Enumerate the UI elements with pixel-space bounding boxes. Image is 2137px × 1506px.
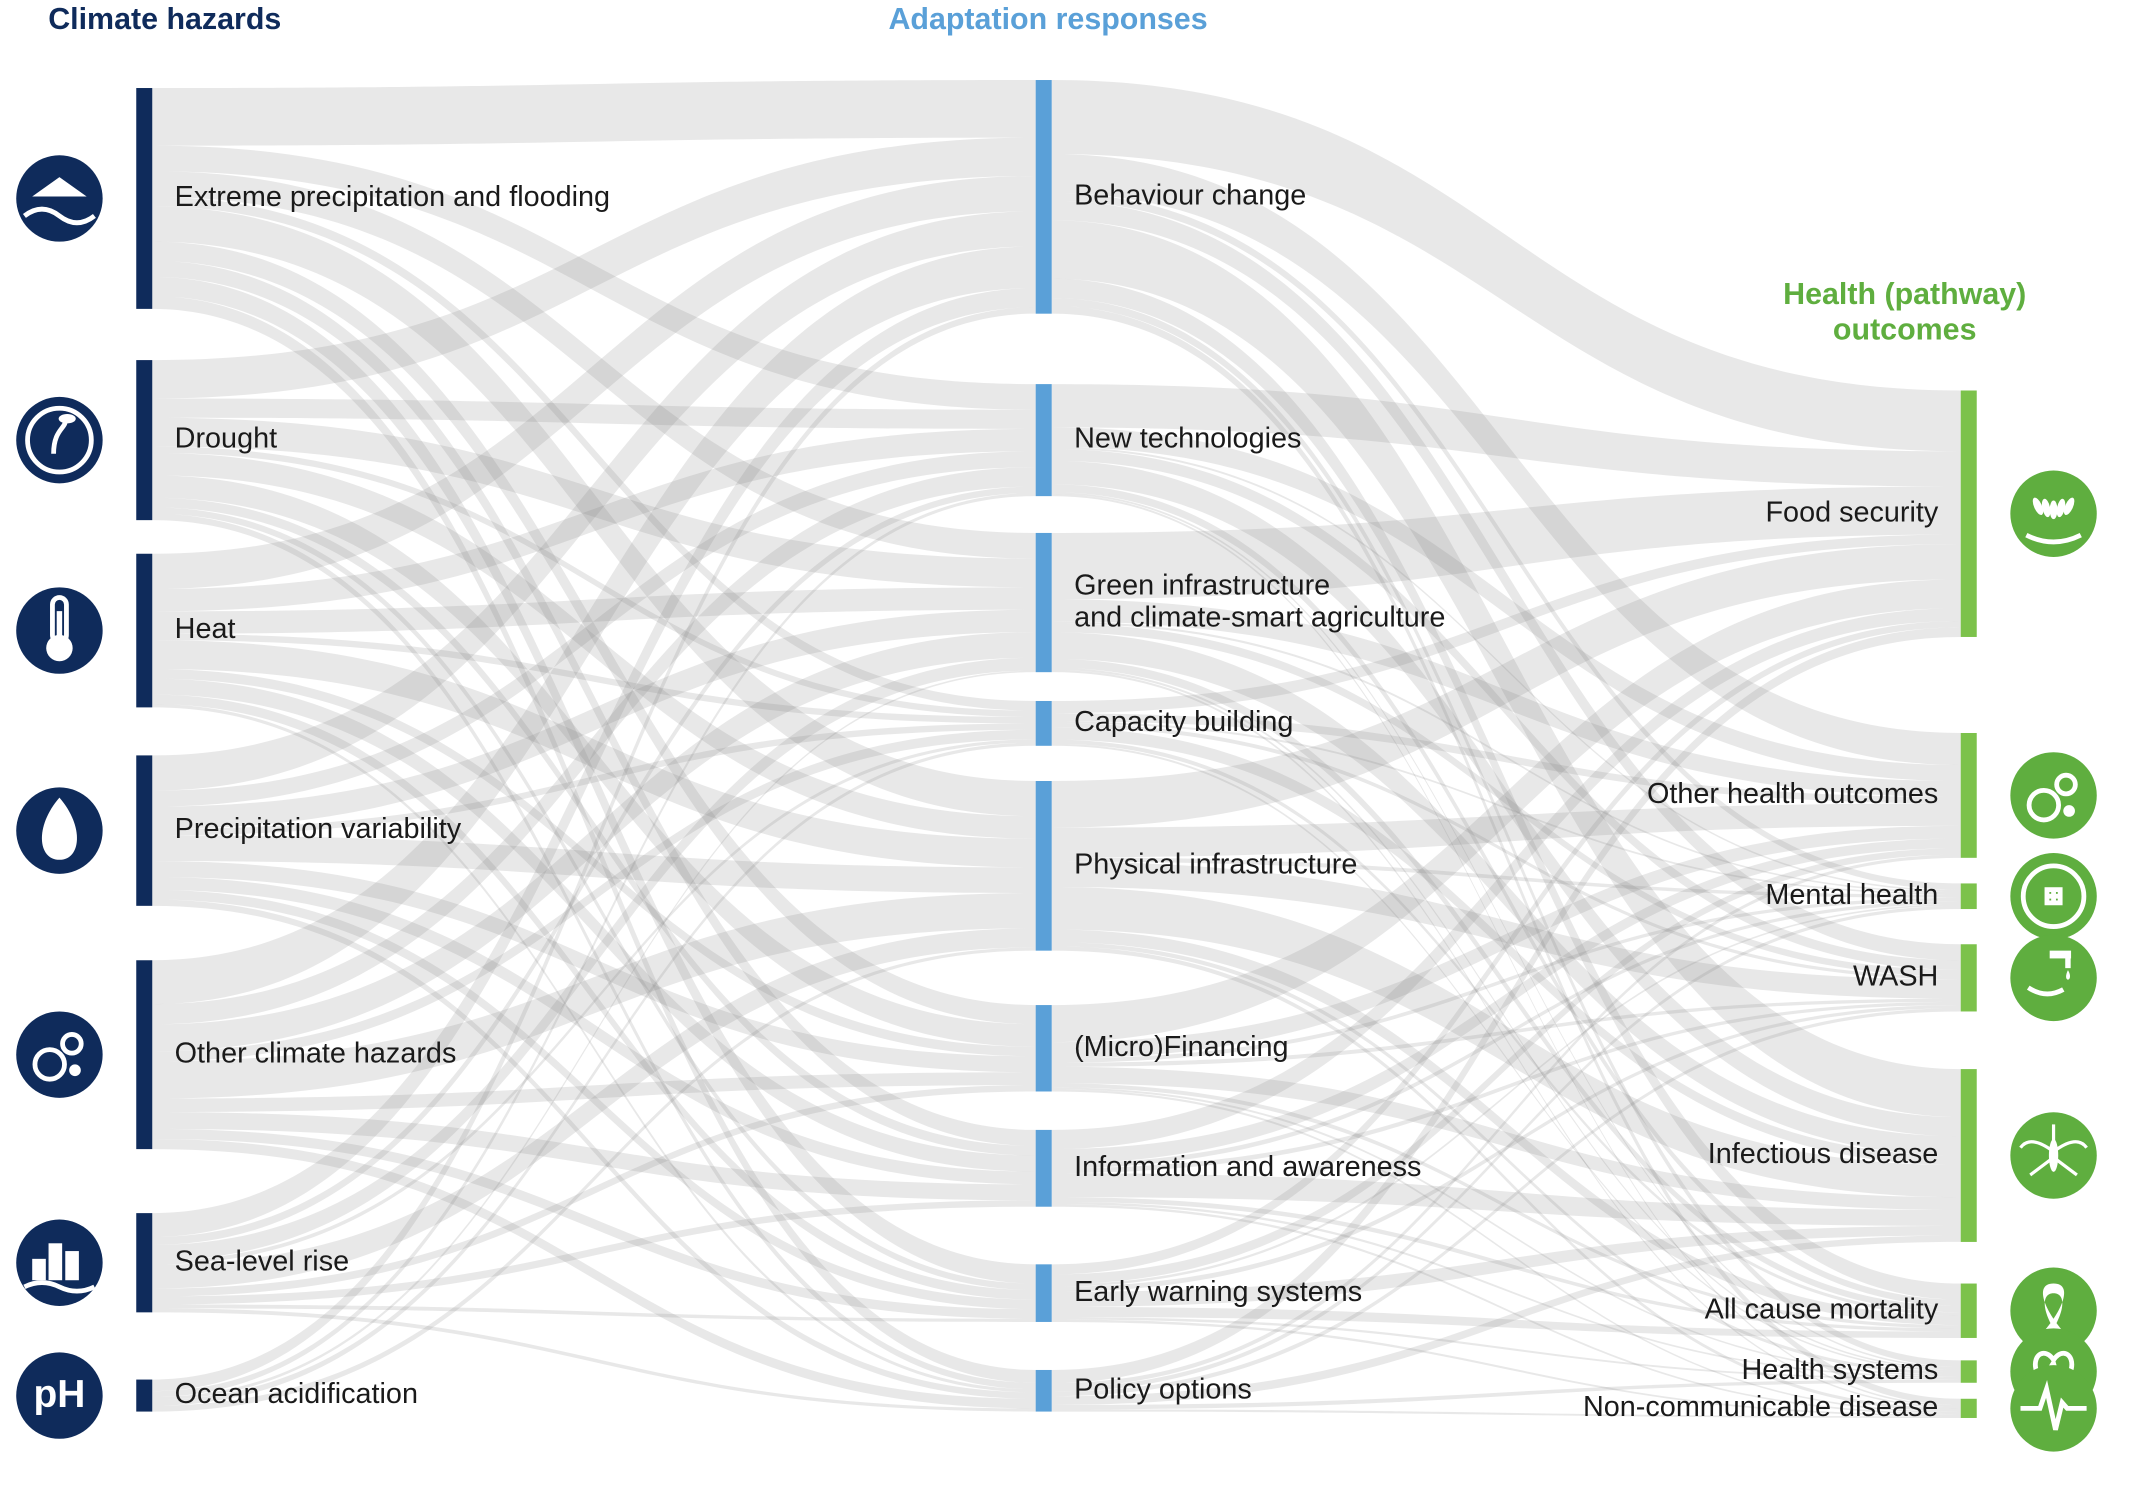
label-behav: Behaviour change	[1074, 179, 1306, 211]
label-info: Information and awareness	[1074, 1151, 1421, 1183]
node-hsys	[1961, 1360, 1977, 1382]
flood-icon	[16, 155, 102, 241]
label-drought: Drought	[175, 423, 277, 455]
node-mental	[1961, 883, 1977, 909]
drop-icon	[16, 787, 102, 873]
sankey-svg: Extreme precipitation and flooding Drough…	[0, 0, 2137, 1506]
node-green	[1036, 533, 1052, 672]
label-ews: Early warning systems	[1074, 1276, 1362, 1308]
node-drought	[136, 360, 152, 520]
node-ocean	[136, 1380, 152, 1412]
node-cap	[1036, 701, 1052, 746]
label-flood: Extreme precipitation and flooding	[175, 181, 610, 213]
node-info	[1036, 1130, 1052, 1207]
heat-icon	[16, 587, 102, 673]
label-slr: Sea-level rise	[175, 1245, 349, 1277]
node-other	[136, 960, 152, 1149]
links-layer	[152, 80, 1960, 1418]
header-hazards: Climate hazards	[48, 2, 281, 36]
ph-icon: pH	[16, 1352, 102, 1438]
label-other: Other climate hazards	[175, 1037, 457, 1069]
bubbles-icon	[2010, 752, 2096, 838]
label-heat: Heat	[175, 613, 236, 645]
node-wash	[1961, 944, 1977, 1011]
drought-icon	[16, 397, 102, 483]
node-food	[1961, 391, 1977, 637]
label-hsys: Health systems	[1741, 1354, 1938, 1386]
node-pvar	[136, 755, 152, 905]
label-policy: Policy options	[1074, 1373, 1252, 1405]
label-wash: WASH	[1853, 960, 1938, 992]
mosquito-icon	[2010, 1112, 2096, 1198]
node-inf	[1961, 1069, 1977, 1242]
pulse-icon	[2010, 1365, 2096, 1451]
node-otherh	[1961, 733, 1977, 858]
tap-icon	[2010, 935, 2096, 1021]
label-cap: Capacity building	[1074, 706, 1293, 738]
label-ocean: Ocean acidification	[175, 1378, 418, 1410]
node-behav	[1036, 80, 1052, 314]
node-ncd	[1961, 1399, 1977, 1418]
label-pvar: Precipitation variability	[175, 813, 462, 845]
label-otherh: Other health outcomes	[1647, 778, 1938, 810]
header-outcomes: Health (pathway)outcomes	[1783, 277, 2026, 346]
svg-text:pH: pH	[34, 1373, 86, 1416]
node-mort	[1961, 1284, 1977, 1338]
label-tech: New technologies	[1074, 423, 1301, 455]
brain-icon	[2010, 853, 2096, 939]
node-ews	[1036, 1264, 1052, 1322]
label-inf: Infectious disease	[1708, 1138, 1939, 1170]
node-heat	[136, 554, 152, 708]
label-mental: Mental health	[1765, 879, 1938, 911]
node-tech	[1036, 384, 1052, 496]
link-flood-behav	[152, 80, 1035, 146]
node-policy	[1036, 1370, 1052, 1412]
bubbles-icon	[16, 1011, 102, 1097]
sankey-diagram: Extreme precipitation and flooding Drough…	[0, 0, 2137, 1506]
city-icon	[16, 1220, 102, 1306]
node-flood	[136, 88, 152, 309]
node-slr	[136, 1213, 152, 1312]
label-ncd: Non-communicable disease	[1583, 1391, 1938, 1423]
label-food: Food security	[1765, 496, 1938, 528]
label-mort: All cause mortality	[1705, 1293, 1939, 1325]
label-phys: Physical infrastructure	[1074, 848, 1357, 880]
header-responses: Adaptation responses	[888, 2, 1207, 36]
label-fin: (Micro)Financing	[1074, 1031, 1288, 1063]
node-phys	[1036, 781, 1052, 951]
wheat-icon	[2010, 471, 2096, 557]
node-fin	[1036, 1005, 1052, 1091]
